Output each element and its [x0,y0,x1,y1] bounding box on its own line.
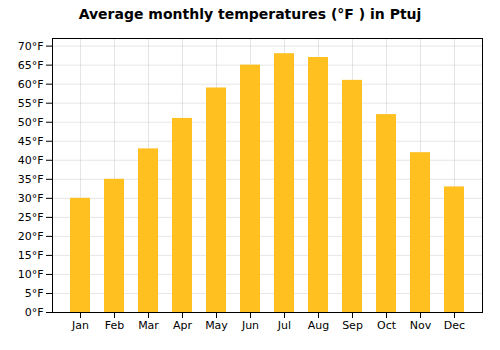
svg-text:Nov: Nov [410,319,432,332]
svg-text:Sep: Sep [342,319,363,332]
svg-text:70°F: 70°F [18,40,44,53]
svg-text:25°F: 25°F [18,211,44,224]
svg-text:30°F: 30°F [18,192,44,205]
svg-text:Jul: Jul [277,319,291,332]
svg-text:35°F: 35°F [18,173,44,186]
svg-text:20°F: 20°F [18,230,44,243]
svg-text:10°F: 10°F [18,268,44,281]
svg-text:Aug: Aug [308,319,329,332]
svg-text:May: May [205,319,228,332]
svg-text:50°F: 50°F [18,116,44,129]
svg-text:65°F: 65°F [18,59,44,72]
svg-text:Feb: Feb [105,319,124,332]
svg-text:Jan: Jan [71,319,89,332]
html-text:Average monthly temperatures (: Average monthly temperatures (°F ) in Pt… [78,6,422,22]
svg-text:Mar: Mar [138,319,159,332]
svg-text:5°F: 5°F [25,287,44,300]
svg-text:Dec: Dec [444,319,465,332]
svg-text:Jun: Jun [241,319,259,332]
svg-text:Apr: Apr [173,319,193,332]
svg-text:45°F: 45°F [18,135,44,148]
svg-text:0°F: 0°F [25,306,44,319]
svg-text:Oct: Oct [377,319,397,332]
svg-text:15°F: 15°F [18,249,44,262]
svg-text:60°F: 60°F [18,78,44,91]
svg-text:55°F: 55°F [18,97,44,110]
svg-text:40°F: 40°F [18,154,44,167]
